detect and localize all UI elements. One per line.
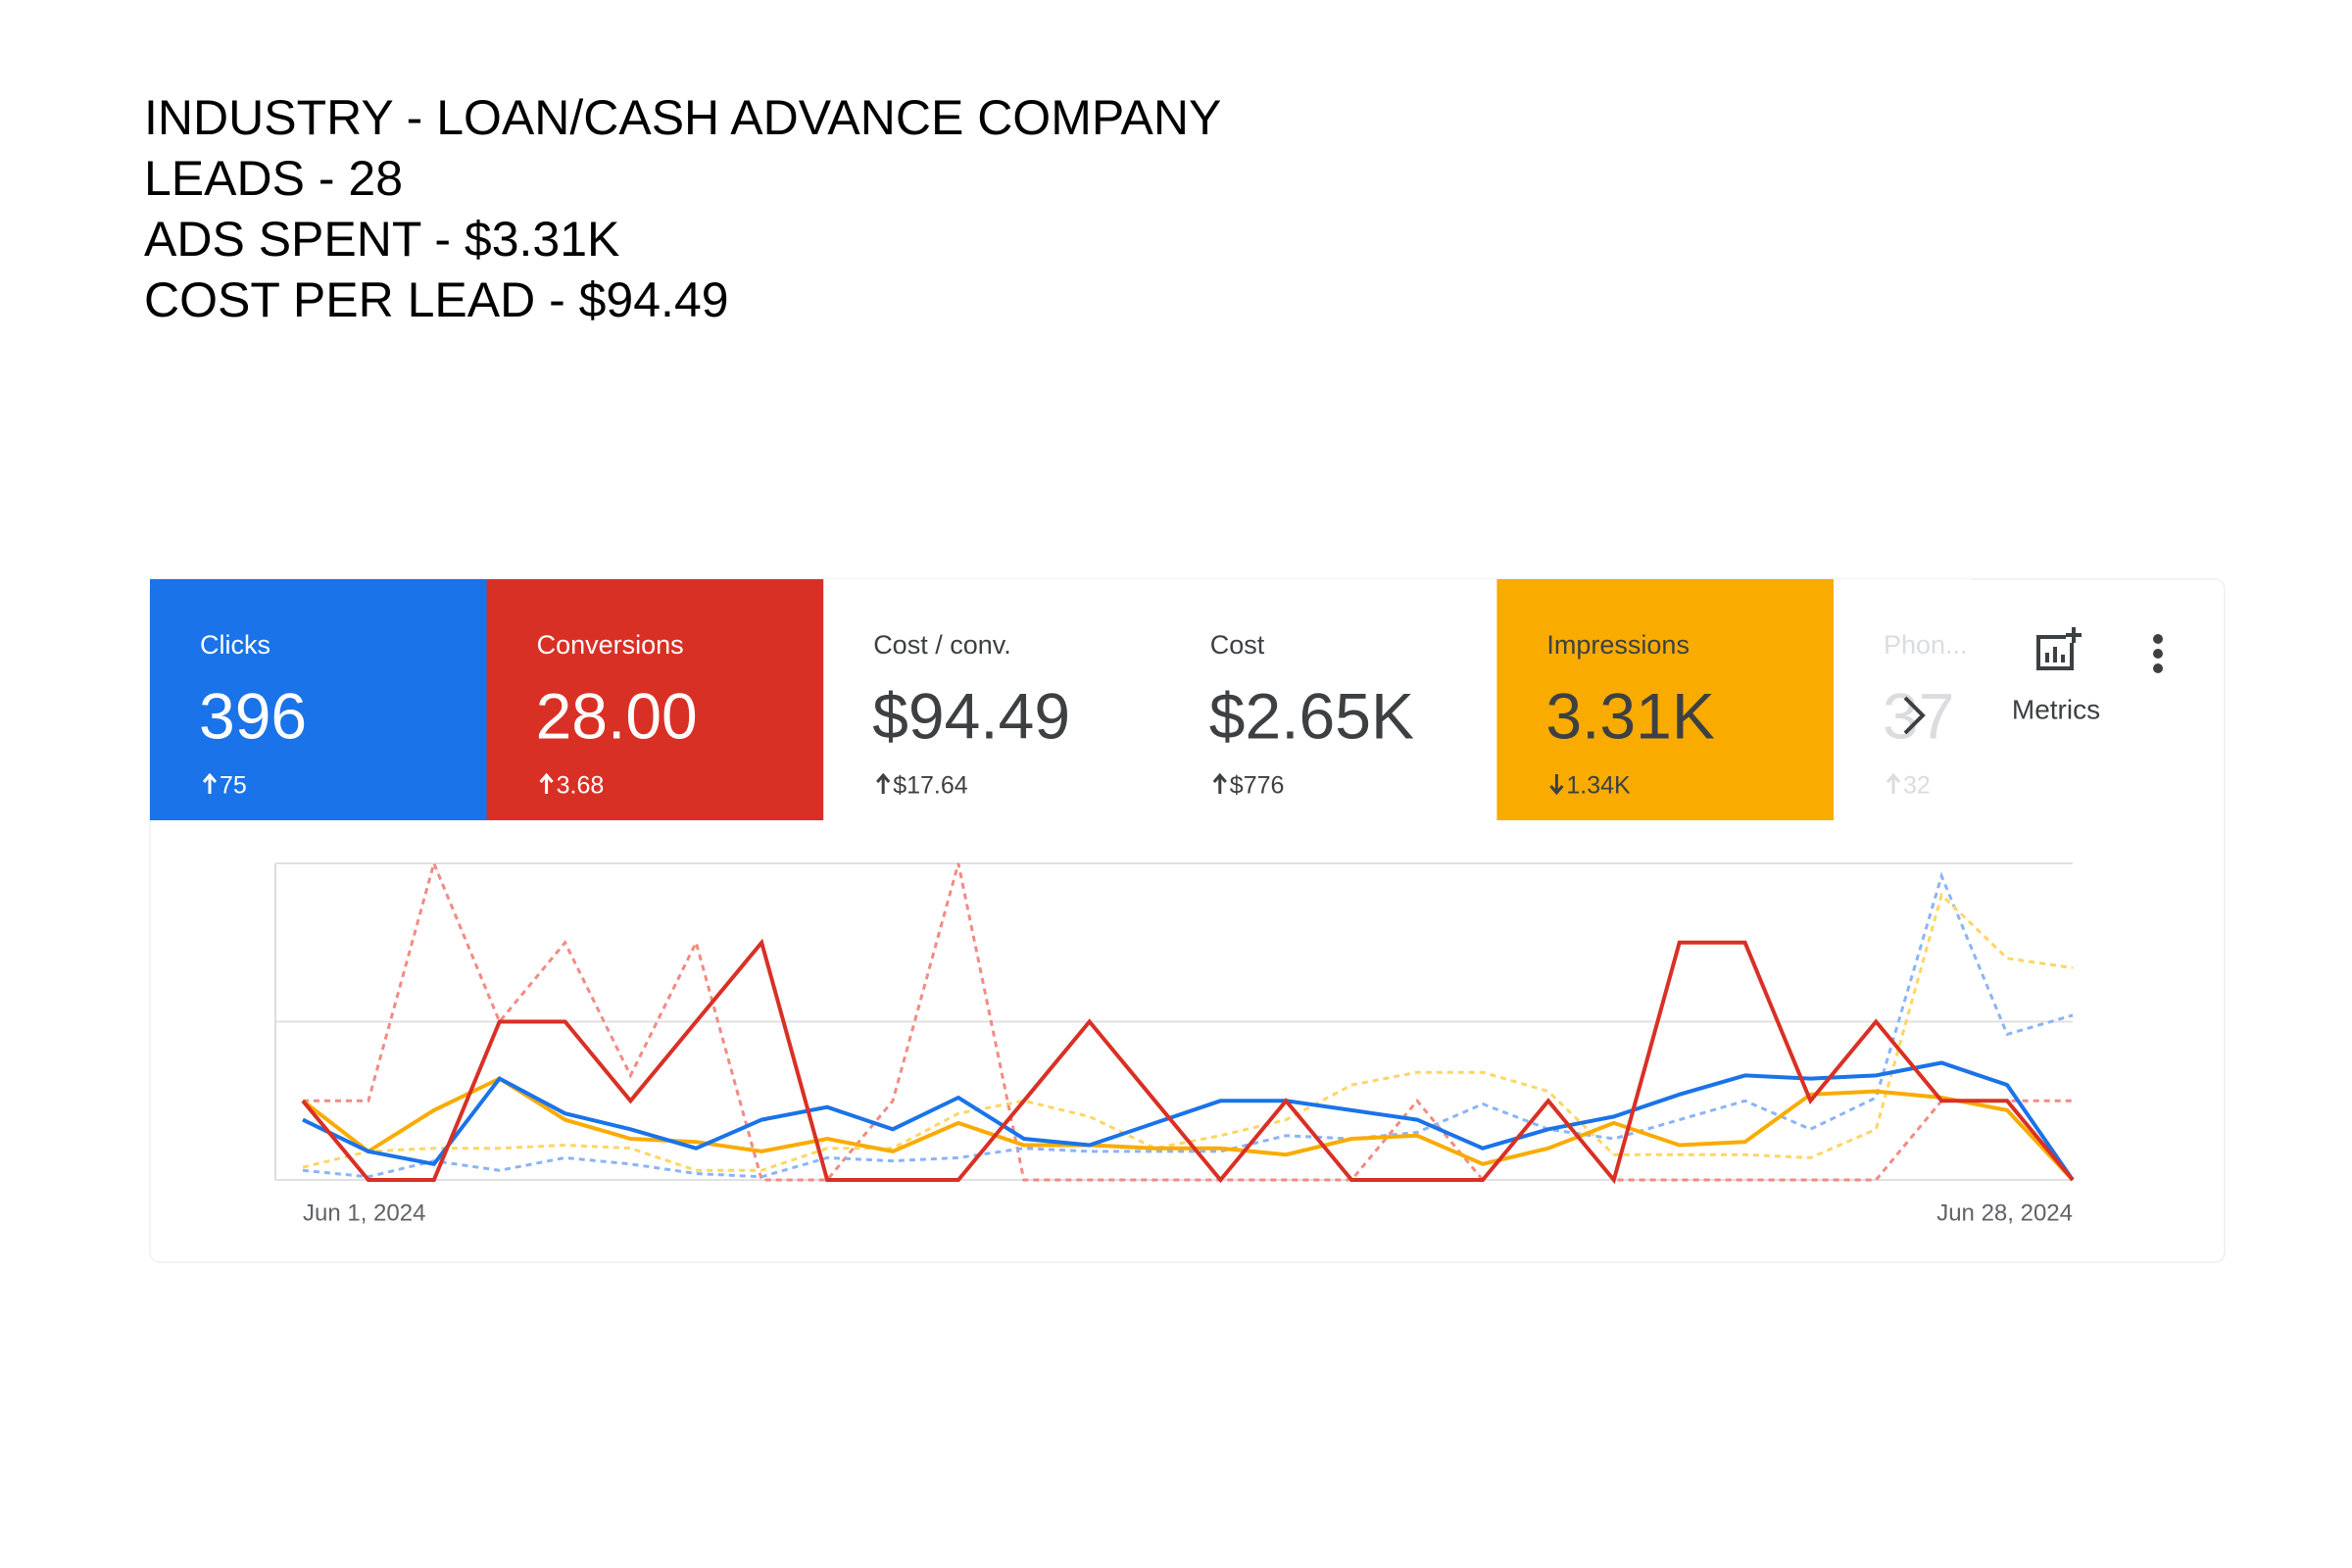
card-delta: 1.34K <box>1566 772 1631 800</box>
metric-card[interactable]: Cost $2.65K $776 <box>1159 579 1497 820</box>
x-tick-label: Jun 28, 2024 <box>1936 1200 2073 1226</box>
trend-arrow <box>1886 772 1901 794</box>
card-delta: $17.64 <box>893 772 968 800</box>
series-line <box>302 1060 2075 1182</box>
card-label: Phon... <box>1884 630 1968 660</box>
header-line: ADS SPENT - $3.31K <box>144 212 619 267</box>
card-delta: 3.68 <box>557 772 605 800</box>
card-label: Clicks <box>200 630 270 660</box>
series-line <box>301 1076 2075 1182</box>
scroll-arrow[interactable] <box>1903 696 1926 735</box>
menu-dot <box>2153 663 2163 673</box>
previous-period-line <box>303 858 2073 1183</box>
card-label: Cost <box>1210 630 1265 660</box>
card-value: 3.31K <box>1545 679 1714 752</box>
header-line: LEADS - 28 <box>144 151 403 206</box>
trend-arrow <box>876 772 891 794</box>
card-value: 37 <box>1883 679 1954 752</box>
trend-arrow <box>1549 774 1564 796</box>
more-menu[interactable] <box>2153 634 2163 673</box>
series-line <box>301 938 2075 1185</box>
card-value: $2.65K <box>1209 679 1414 752</box>
metric-card[interactable]: Impressions 3.31K 1.34K <box>1496 579 1835 820</box>
header: INDUSTRY - LOAN/CASH ADVANCE COMPANY LEAD… <box>144 90 1221 327</box>
trend-arrow <box>202 772 218 794</box>
metrics-label: Metrics <box>2012 694 2100 724</box>
card-label: Cost / conv. <box>873 630 1011 660</box>
card-delta: 75 <box>220 772 247 800</box>
metrics-button[interactable]: Metrics <box>2012 627 2100 724</box>
card-background <box>1496 579 1835 820</box>
card-label: Conversions <box>537 630 684 660</box>
x-tick-label: Jun 1, 2024 <box>303 1200 425 1226</box>
card-background <box>1834 579 1971 820</box>
previous-period-line <box>302 892 2074 1172</box>
card-value: 396 <box>199 679 307 752</box>
trend-arrow <box>1212 772 1227 794</box>
chart: Jun 1, 2024 Jun 28, 2024 <box>275 858 2075 1226</box>
menu-dot <box>2153 649 2163 659</box>
metric-card[interactable]: Phon... 37 32 <box>1834 579 1971 820</box>
metric-card[interactable]: Cost / conv. $94.49 $17.64 <box>823 579 1161 820</box>
metric-card[interactable]: Clicks 396 75 <box>150 579 487 820</box>
card-value: 28.00 <box>536 679 698 752</box>
metric-card[interactable]: Conversions 28.00 3.68 <box>486 579 824 820</box>
header-line: INDUSTRY - LOAN/CASH ADVANCE COMPANY <box>144 90 1221 145</box>
trend-arrow <box>539 772 554 794</box>
metrics-icon <box>2036 635 2074 670</box>
cards: Clicks 396 75 Conversions 28.00 3.68 Cost / co… <box>150 579 1971 820</box>
menu-dot <box>2153 634 2163 644</box>
card-delta: 32 <box>1903 772 1931 800</box>
card-label: Impressions <box>1546 630 1690 660</box>
card-delta: $776 <box>1230 772 1285 800</box>
header-line: COST PER LEAD - $94.49 <box>144 272 729 327</box>
card-value: $94.49 <box>872 679 1070 752</box>
